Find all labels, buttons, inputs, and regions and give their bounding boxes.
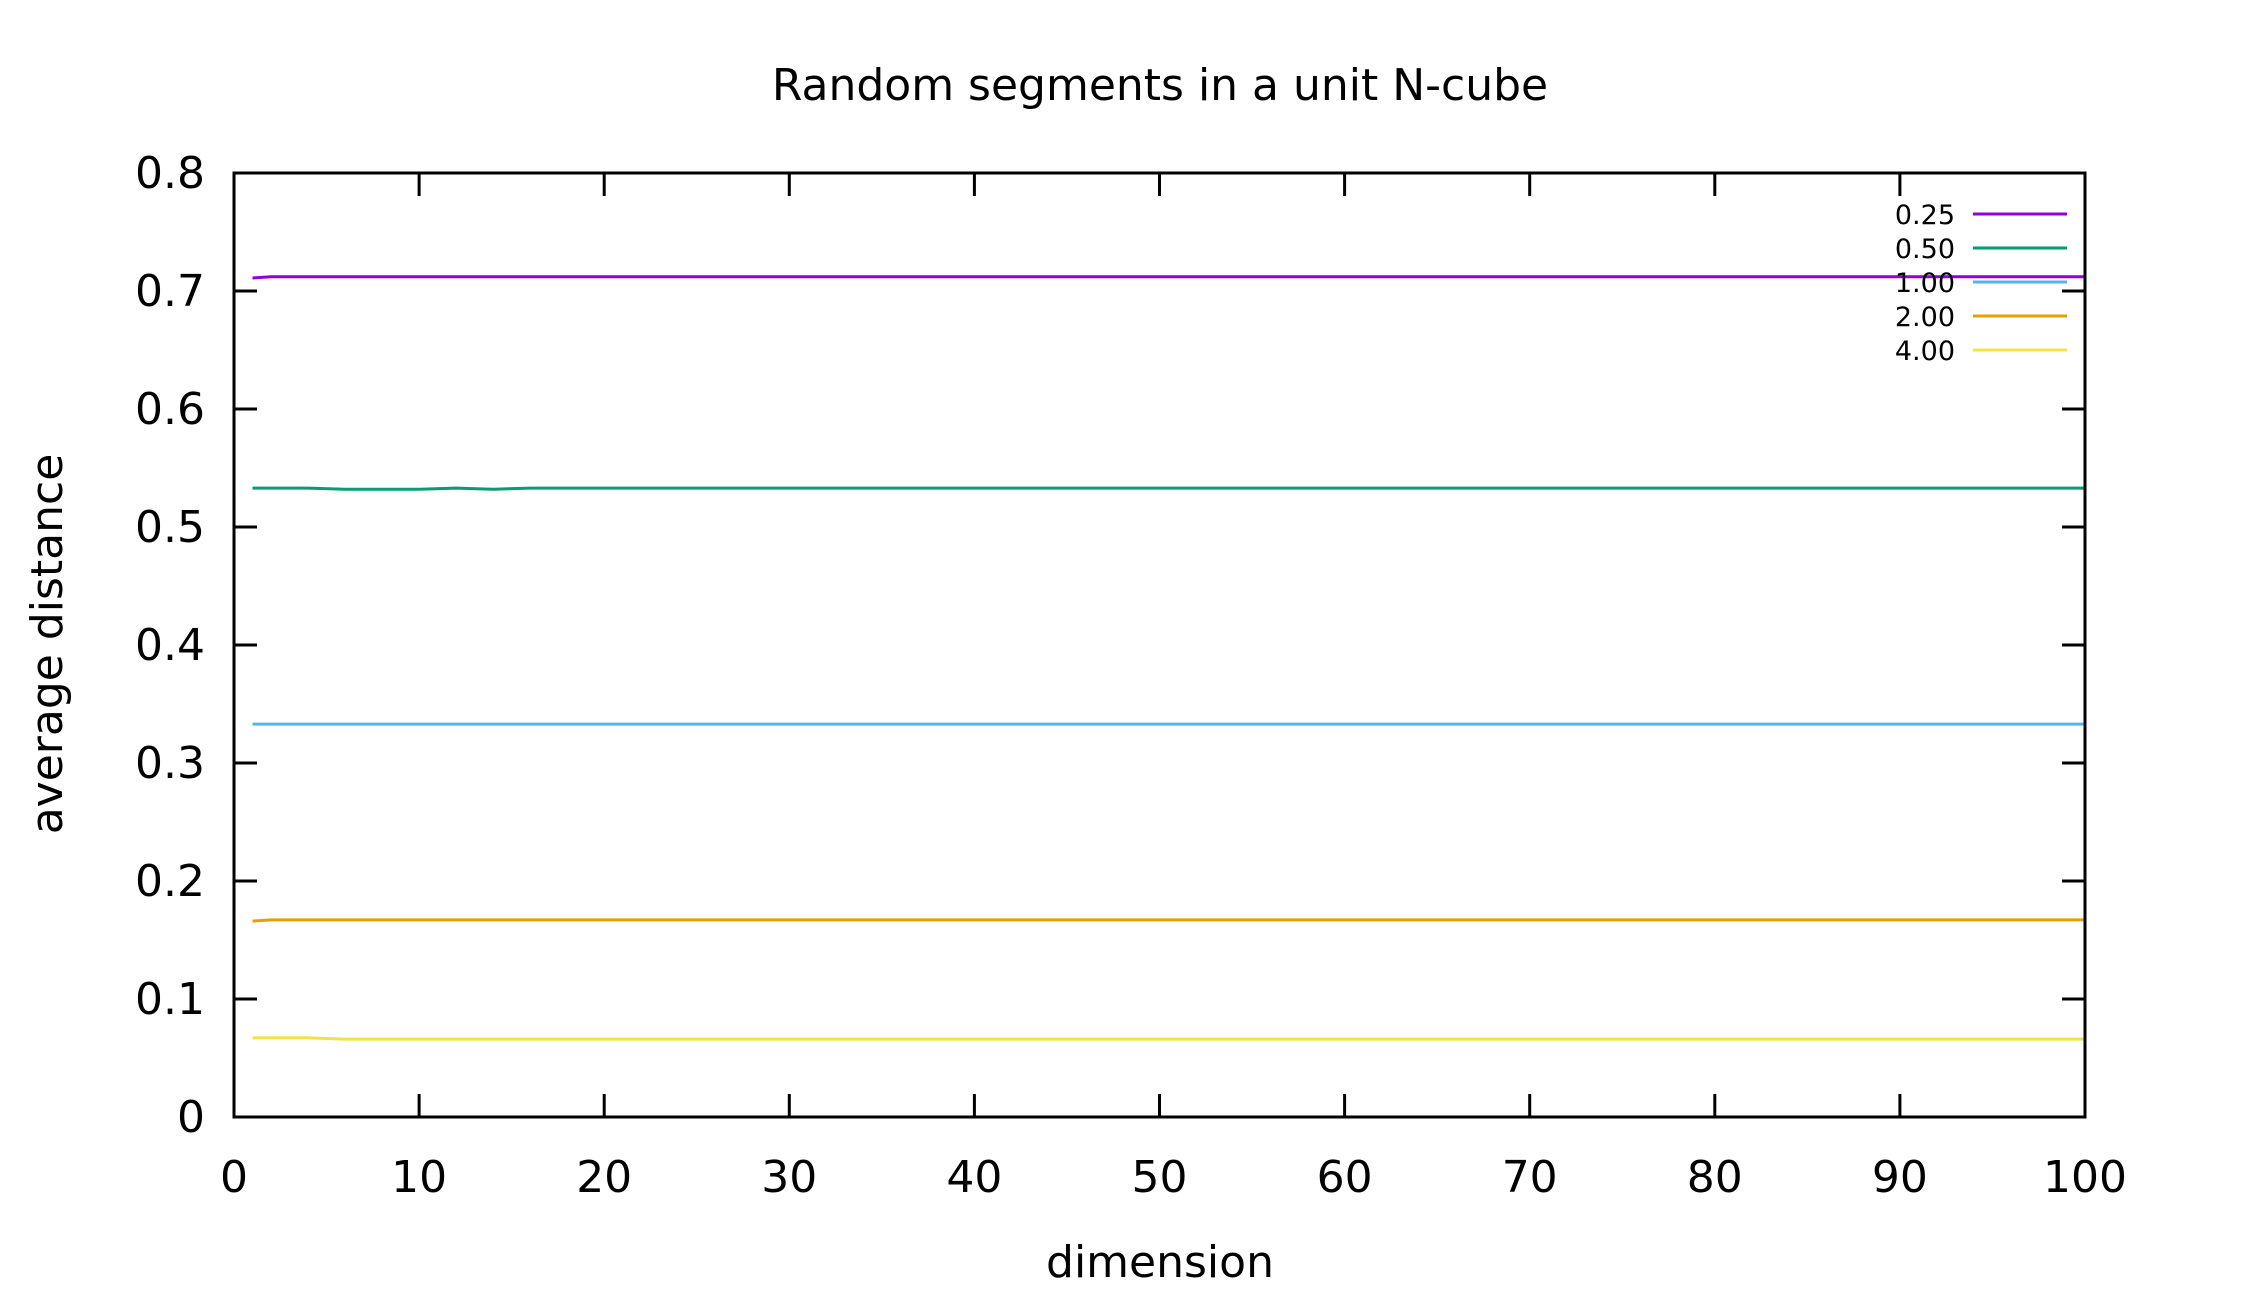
y-tick-label: 0.5 <box>135 502 205 553</box>
series-line-2.00 <box>252 918 2085 923</box>
y-tick-label: 0.6 <box>135 384 205 435</box>
x-axis-label: dimension <box>1046 1237 1274 1288</box>
legend-label: 2.00 <box>1895 302 1955 333</box>
x-tick-label: 40 <box>946 1152 1002 1203</box>
series-line-0.25 <box>252 275 2085 280</box>
x-tick-label: 90 <box>1872 1152 1928 1203</box>
x-tick-labels: 0 10 20 30 40 50 60 70 80 90 100 <box>220 1152 2127 1203</box>
y-tick-label: 0.1 <box>135 974 205 1025</box>
plot-frame <box>232 171 2087 1119</box>
y-tick-label: 0.3 <box>135 738 205 789</box>
x-tick-label: 10 <box>391 1152 447 1203</box>
y-tick-label: 0 <box>177 1092 205 1143</box>
y-tick-label: 0.4 <box>135 620 205 671</box>
y-tick-label: 0.2 <box>135 856 205 907</box>
legend-label: 4.00 <box>1895 336 1955 367</box>
x-tick-label: 70 <box>1502 1152 1558 1203</box>
y-axis-label: average distance <box>22 454 73 835</box>
legend-label: 0.50 <box>1895 234 1955 265</box>
x-tick-label: 50 <box>1132 1152 1188 1203</box>
chart-title: Random segments in a unit N-cube <box>772 60 1548 111</box>
x-tick-label: 80 <box>1687 1152 1743 1203</box>
x-tick-label: 20 <box>576 1152 632 1203</box>
x-tick-label: 60 <box>1317 1152 1373 1203</box>
series-line-4.00 <box>252 1036 2085 1041</box>
legend-label: 1.00 <box>1895 268 1955 299</box>
series-line-0.50 <box>252 486 2085 491</box>
y-tick-label: 0.7 <box>135 266 205 317</box>
axis-ticks <box>232 171 2087 1119</box>
legend-label: 0.25 <box>1895 200 1955 231</box>
y-tick-label: 0.8 <box>135 148 205 199</box>
x-tick-label: 0 <box>220 1152 248 1203</box>
y-tick-labels: 0 0.1 0.2 0.3 0.4 0.5 0.6 0.7 0.8 <box>135 148 205 1143</box>
x-tick-label: 30 <box>761 1152 817 1203</box>
series-lines <box>252 275 2085 1041</box>
legend: 0.250.501.002.004.00 <box>1895 200 2067 367</box>
x-tick-label: 100 <box>2043 1152 2127 1203</box>
